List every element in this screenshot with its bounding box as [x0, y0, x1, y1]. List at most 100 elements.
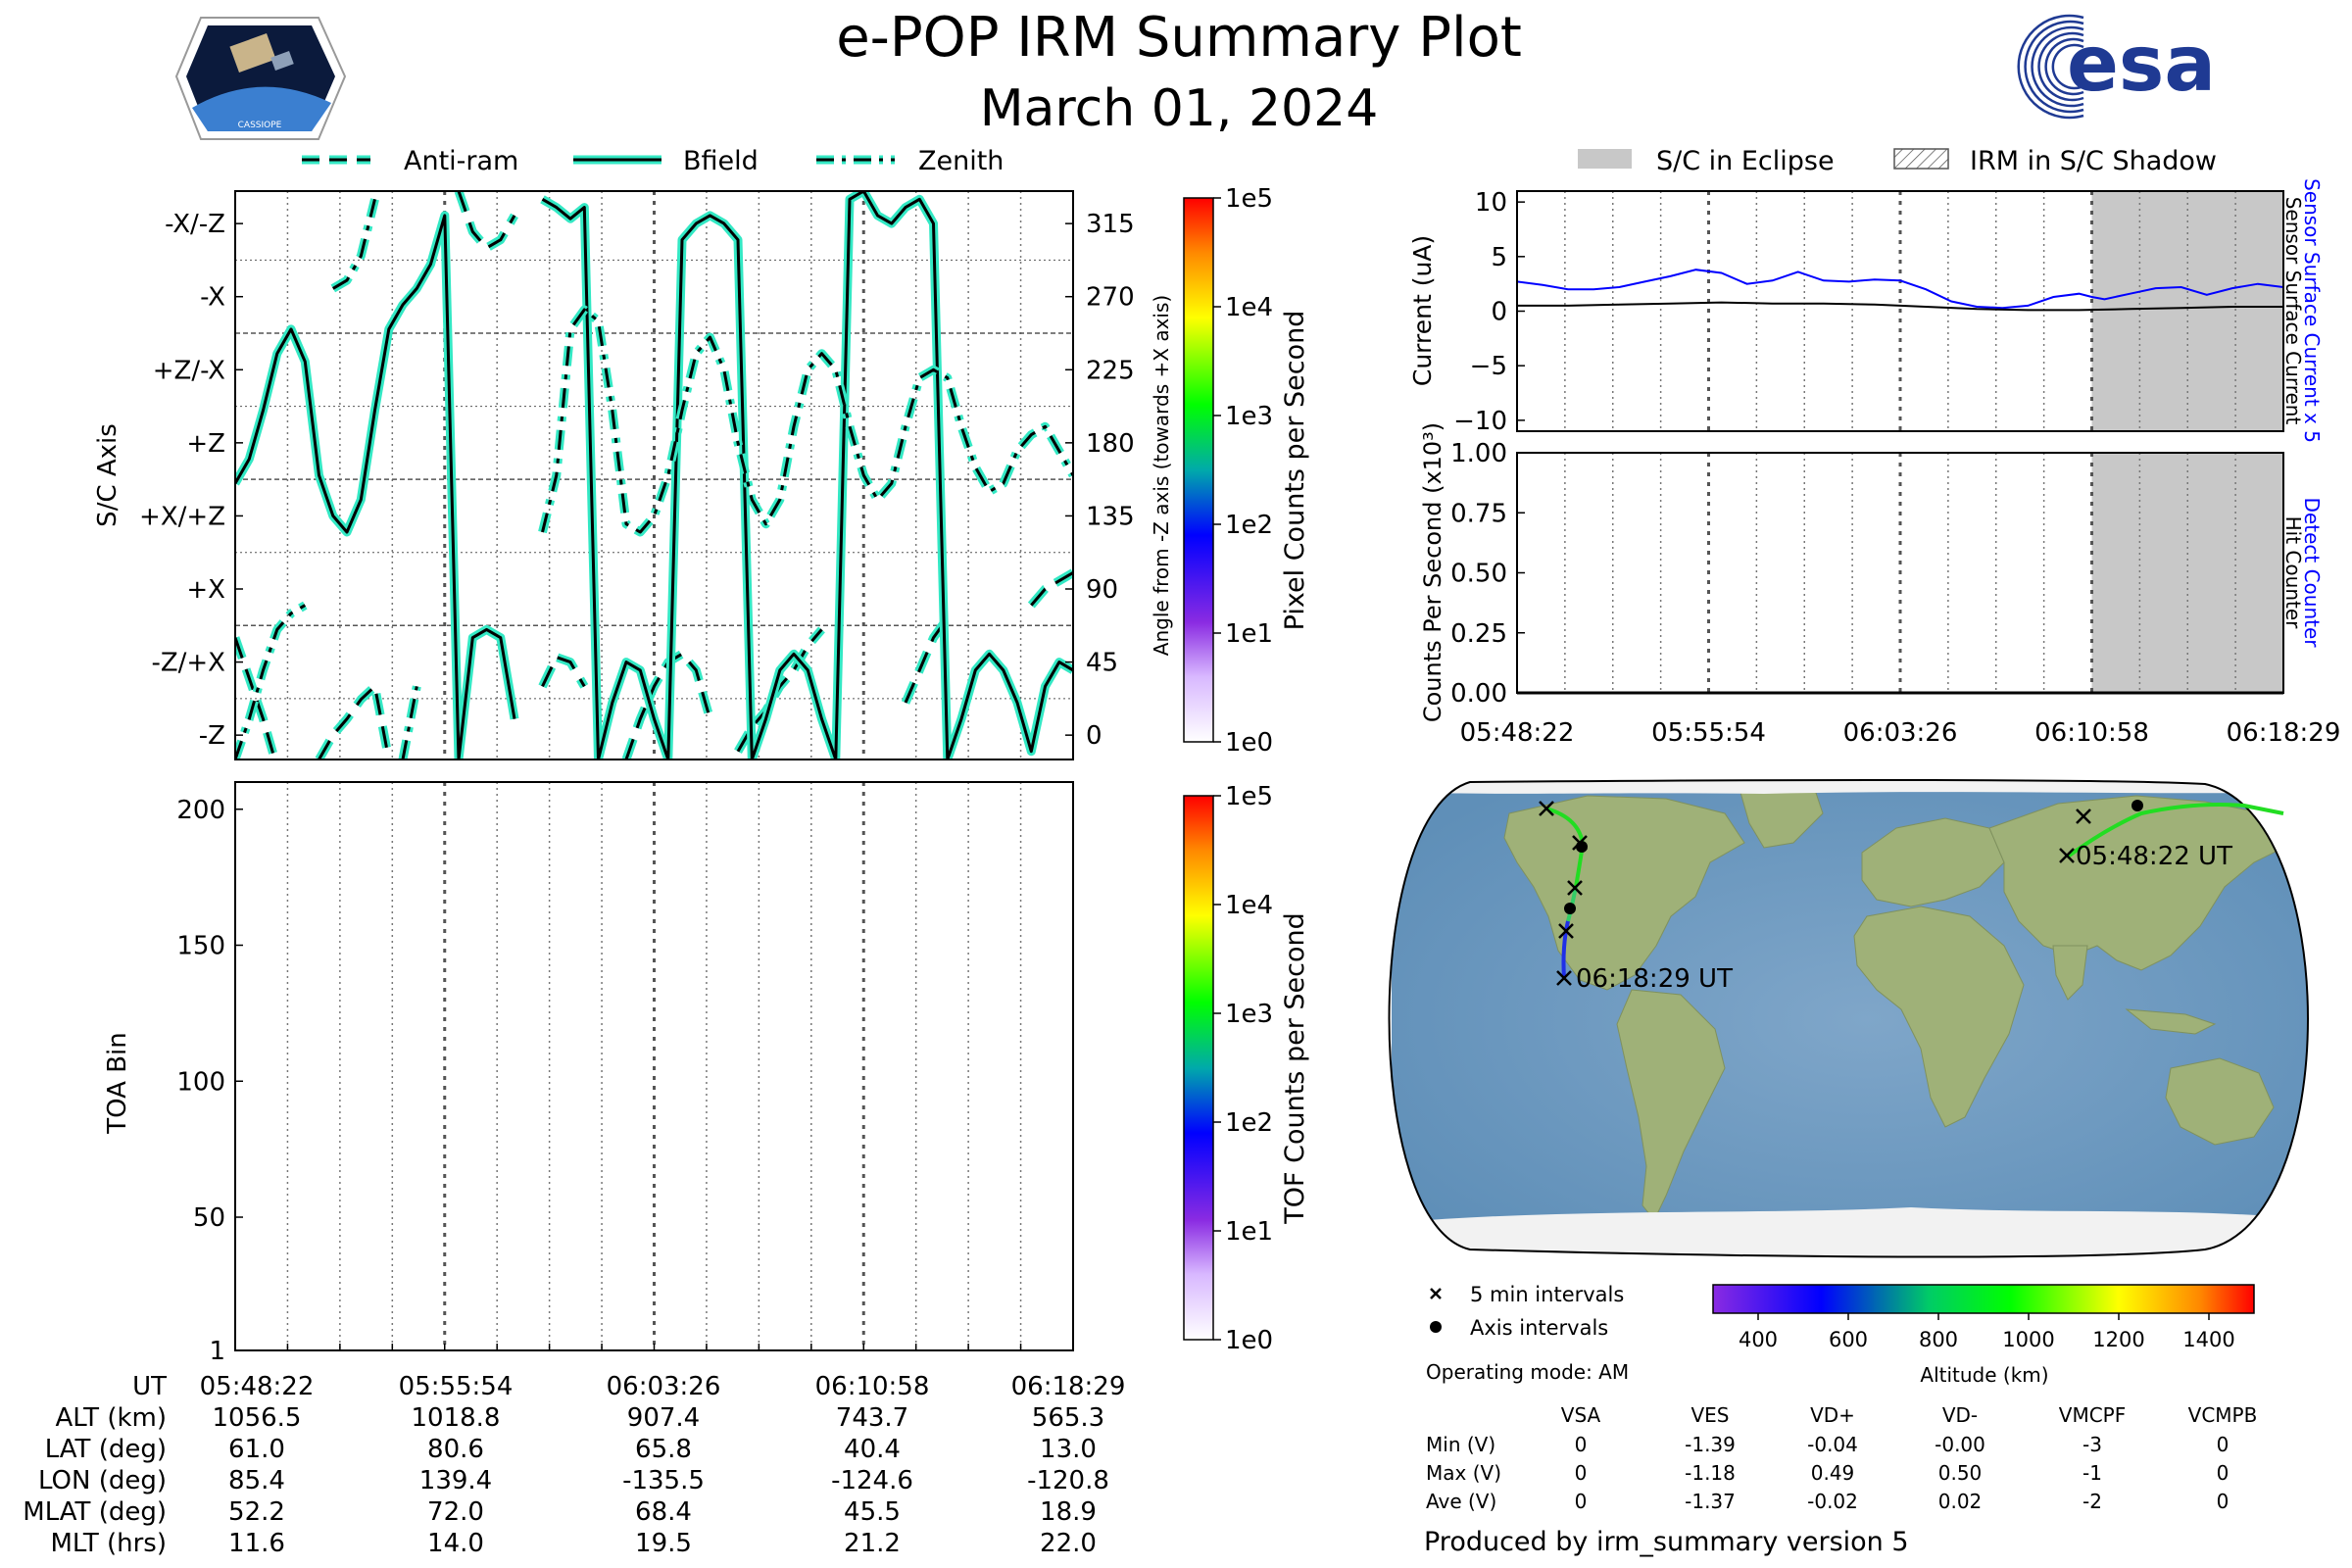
- current-right-label-blue: Sensor Surface Current x 5: [2300, 178, 2324, 443]
- current-plot-ticks: 10 5 0 −5 −10: [1453, 188, 1525, 436]
- axis-tick-label-left: -X: [200, 283, 225, 313]
- toa-plot: 200 150 100 50 1 TOA Bin: [103, 781, 1074, 1366]
- interval-marker-icon: [2076, 808, 2091, 824]
- altitude-tick-label: 1000: [2002, 1328, 2054, 1351]
- page-date: March 01, 2024: [980, 79, 1379, 138]
- ephemeris-cell: 1018.8: [412, 1403, 501, 1433]
- ephemeris-cell: -124.6: [831, 1466, 913, 1495]
- altitude-tick-label: 600: [1829, 1328, 1868, 1351]
- altitude-tick-label: 800: [1919, 1328, 1958, 1351]
- counts-tick-label: 0.25: [1450, 619, 1507, 649]
- toa-tick-label: 100: [176, 1067, 225, 1097]
- cassiope-satellite-icon: [229, 33, 294, 73]
- counts-right-label-blue: Detect Counter: [2300, 498, 2324, 649]
- voltage-row-label: Max (V): [1426, 1461, 1501, 1485]
- footer-produced-by: Produced by irm_summary version 5: [1424, 1527, 1909, 1557]
- ephemeris-cell: 05:48:22: [200, 1372, 315, 1401]
- counts-plot: 1.00 0.75 0.50 0.25 0.00 05:48:22 05:55:54 06:…: [1419, 422, 2340, 748]
- current-tick-label: −10: [1453, 407, 1507, 436]
- toa-tick-label: 150: [176, 932, 225, 961]
- page-title: e-POP IRM Summary Plot: [836, 6, 1522, 70]
- voltage-cell: -0.04: [1807, 1433, 1858, 1456]
- toa-tick-label: 1: [209, 1337, 225, 1366]
- tof-colorbar-label: TOF Counts per Second: [1280, 912, 1310, 1225]
- colorbar-tick-label: 1e0: [1225, 728, 1273, 758]
- ephemeris-cell: -135.5: [622, 1466, 705, 1495]
- ephemeris-cell: 06:03:26: [607, 1372, 721, 1401]
- colorbar-tick-label: 1e2: [1225, 511, 1273, 540]
- axis-tick-label-left: +X: [186, 575, 225, 605]
- axis-tick-label-left: +X/+Z: [139, 502, 225, 531]
- counts-plot-grid: [1564, 453, 2236, 693]
- voltage-cell: -1.39: [1685, 1433, 1736, 1456]
- voltage-column-header: VCMPB: [2188, 1403, 2258, 1427]
- orbit-end-label: 06:18:29 UT: [1576, 964, 1733, 994]
- legend-swatch-eclipse: [1578, 149, 1632, 169]
- axis-series-line-zenith: [401, 686, 418, 760]
- axis-dot-icon: [1576, 841, 1588, 853]
- orbit-start-label: 05:48:22 UT: [2076, 842, 2232, 871]
- counts-plot-ticks: 1.00 0.75 0.50 0.25 0.00: [1450, 439, 1525, 709]
- colorbar-tick-label: 1e4: [1225, 293, 1273, 322]
- colorbar-tick-label: 1e1: [1225, 1217, 1273, 1247]
- axis-tick-label-left: +Z: [186, 429, 225, 459]
- colorbar-tick-label: 1e3: [1225, 1000, 1273, 1029]
- current-tick-label: 10: [1475, 188, 1507, 218]
- current-plot-ylabel: Current (uA): [1408, 235, 1437, 386]
- altitude-colorbar-label: Altitude (km): [1920, 1363, 2048, 1387]
- counts-right-label-black: Hit Counter: [2281, 516, 2305, 629]
- ephemeris-cell: 85.4: [228, 1466, 285, 1495]
- ephemeris-cell: 06:10:58: [815, 1372, 930, 1401]
- voltage-cell: 0: [2217, 1490, 2230, 1513]
- current-tick-label: 0: [1491, 298, 1507, 327]
- axis-series-line-anti-ram: [235, 637, 276, 760]
- tof-colorbar-ticks: 1e5 1e4 1e3 1e2 1e1 1e0: [1213, 782, 1273, 1355]
- current-plot-grid: [1564, 191, 2236, 431]
- altitude-tick-label: 400: [1739, 1328, 1778, 1351]
- interval-marker-icon: [1556, 970, 1572, 986]
- legend-item-bfield: Bfield: [573, 146, 759, 176]
- altitude-tick-label: 1400: [2182, 1328, 2234, 1351]
- voltage-cell: 0: [1575, 1490, 1588, 1513]
- ephemeris-cell: -120.8: [1027, 1466, 1109, 1495]
- axis-series-line-bfield: [541, 191, 1073, 760]
- counts-tick-label: 0.75: [1450, 499, 1507, 528]
- legend-axis-label: Axis intervals: [1470, 1316, 1608, 1340]
- ephemeris-cell: 21.2: [844, 1529, 901, 1558]
- legend-label-zenith: Zenith: [918, 146, 1004, 176]
- counts-plot-ylabel: Counts Per Second (x10³): [1419, 422, 1446, 722]
- axis-series-line-zenith: [541, 308, 1073, 534]
- axis-series-line-anti-ram: [541, 656, 586, 688]
- toa-plot-ylabel: TOA Bin: [103, 1032, 132, 1134]
- current-tick-label: 5: [1491, 243, 1507, 272]
- arctic-ice: [1392, 779, 2308, 794]
- legend-label-eclipse: S/C in Eclipse: [1656, 146, 1835, 176]
- voltage-cell: 0.49: [1811, 1461, 1855, 1485]
- voltage-column-header: VES: [1690, 1403, 1729, 1427]
- counts-tick-label: 0.00: [1450, 679, 1507, 709]
- ephemeris-cell: 907.4: [627, 1403, 700, 1433]
- axis-tick-label-right: 180: [1086, 429, 1135, 459]
- pixel-counts-colorbar: 1e5 1e4 1e3 1e2 1e1 1e0 Pixel Counts per Seco…: [1183, 184, 1310, 758]
- altitude-colorbar-ticks: 400 600 800 1000 1200 1400: [1739, 1313, 2235, 1351]
- ephemeris-cell: 22.0: [1040, 1529, 1097, 1558]
- ephemeris-cell: 06:18:29: [1011, 1372, 1126, 1401]
- voltage-column-header: VSA: [1561, 1403, 1601, 1427]
- cassiope-logo: CASSIOPE: [174, 17, 347, 140]
- axis-series-line-anti-ram: [736, 628, 823, 753]
- voltage-cell: 0: [2217, 1433, 2230, 1456]
- axis-interval-dots: [1564, 800, 2143, 914]
- continent-india: [2052, 945, 2088, 1001]
- interval-marker-icon: [1558, 923, 1574, 939]
- pixel-colorbar-ticks: 1e5 1e4 1e3 1e2 1e1 1e0: [1213, 184, 1273, 758]
- counts-tick-label: 1.00: [1450, 439, 1507, 468]
- pixel-colorbar-label: Pixel Counts per Second: [1280, 311, 1310, 631]
- ephemeris-row-label: UT: [132, 1372, 167, 1401]
- five-min-interval-icon: [1430, 1288, 1442, 1299]
- ephemeris-cell: 61.0: [228, 1435, 285, 1464]
- ephemeris-cell: 19.5: [635, 1529, 692, 1558]
- ephemeris-cell: 14.0: [427, 1529, 484, 1558]
- axis-series-line-bfield: [235, 214, 516, 760]
- counts-plot-time-ticks: 05:48:22 05:55:54 06:03:26 06:10:58 06:18:29: [1460, 718, 2341, 748]
- axis-tick-label-right: 0: [1086, 721, 1102, 751]
